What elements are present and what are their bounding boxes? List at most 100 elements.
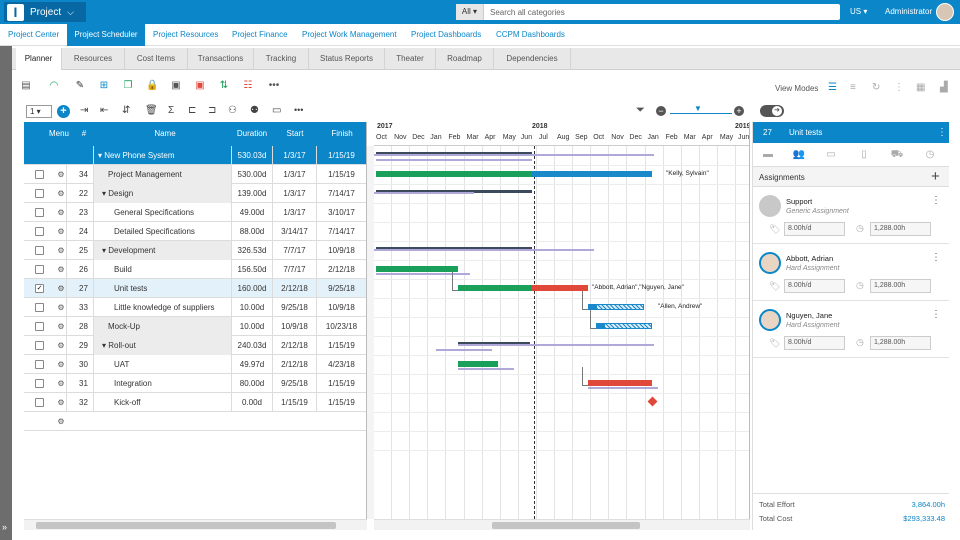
row-menu-gear-icon[interactable]: ⚙ [57,246,65,255]
cell-finish[interactable]: 1/15/19 [317,165,366,184]
table-row[interactable]: ⚙ 26 Build 156.50d 7/7/17 2/12/18 [24,260,366,279]
table-row[interactable]: ⚙ 23 General Specifications 49.00d 1/3/17 3/1… [24,203,366,222]
cell-duration[interactable]: 49.00d [232,203,273,222]
table-row[interactable]: ⚙ 28 Mock-Up 10.00d 10/9/18 10/23/18 [24,317,366,336]
user-avatar[interactable] [936,3,954,21]
cell-name[interactable]: ▾ Roll-out [94,336,232,355]
cell-start[interactable]: 1/15/19 [273,393,317,412]
user-menu[interactable]: Administrator [885,7,933,16]
work-field[interactable]: 1,288.00h [870,279,931,293]
cell-duration[interactable]: 160.00d [232,279,273,298]
milestone-diamond[interactable] [647,396,658,407]
row-menu-gear-icon[interactable]: ⚙ [57,284,65,293]
add-document-icon[interactable]: ▣ [171,80,181,91]
zoom-slider[interactable] [670,113,732,114]
cell-finish[interactable]: 4/23/18 [317,355,366,374]
cell-name[interactable]: UAT [94,355,232,374]
gantt-bar[interactable] [376,247,532,250]
gantt-bar[interactable] [376,152,532,155]
row-menu-gear-icon[interactable]: ⚙ [57,189,65,198]
cell-duration[interactable]: 88.00d [232,222,273,241]
cell-num[interactable]: 29 [74,336,94,355]
row-menu-gear-icon[interactable]: ⚙ [57,341,65,350]
table-row[interactable]: ⚙ 25 ▾ Development 326.53d 7/7/17 10/9/18 [24,241,366,260]
unlink-tasks-icon[interactable]: ⊐ [208,105,217,116]
gantt-bar[interactable] [588,304,596,310]
add-resource-icon[interactable]: ⚇ [228,105,237,116]
zoom-slider-handle[interactable]: ▼ [694,104,702,113]
cell-name[interactable]: ▾ Design [94,184,232,203]
assignment-menu-icon[interactable]: ⋮ [931,252,941,263]
gantt-horizontal-scrollbar[interactable] [374,519,750,530]
gantt-bar[interactable] [436,349,492,351]
table-row[interactable]: ⚙ 32 Kick-off 0.00d 1/15/19 1/15/19 [24,393,366,412]
row-checkbox[interactable] [35,303,44,312]
zoom-select[interactable]: 1 ▾ [26,105,52,118]
cell-finish[interactable]: 1/15/19 [317,393,366,412]
row-menu-gear-icon[interactable]: ⚙ [57,265,65,274]
cell-num[interactable]: 26 [74,260,94,279]
cell-start[interactable]: 1/3/17 [273,184,317,203]
row-checkbox[interactable] [35,227,44,236]
row-menu-gear-icon[interactable]: ⚙ [57,322,65,331]
cell-num[interactable]: 30 [74,355,94,374]
gantt-bar[interactable] [458,368,514,370]
cell-duration[interactable]: 49.97d [232,355,273,374]
nav-ccpm-dashboards[interactable]: CCPM Dashboards [496,30,565,39]
assignment-card[interactable]: Support Generic Assignment ⋮ 🏷 8.00h/d ◷ 1,288… [753,187,949,244]
history-tab-icon[interactable]: ◷ [925,149,935,160]
cell-name[interactable]: Project Management [94,165,232,184]
row-checkbox[interactable] [35,322,44,331]
delete-icon[interactable]: 🗑 [145,105,158,116]
cell-name[interactable]: Detailed Specifications [94,222,232,241]
cell-start[interactable]: 2/12/18 [273,355,317,374]
gantt-bar[interactable] [532,171,652,177]
cell-num[interactable]: 23 [74,203,94,222]
row-menu-gear-icon[interactable]: ⚙ [57,360,65,369]
cell-finish[interactable]: 1/15/19 [317,146,366,165]
cell-duration[interactable]: 80.00d [232,374,273,393]
delivery-tab-icon[interactable]: ⛟ [890,149,904,160]
search-filter-select[interactable]: All ▾ [456,4,484,20]
cell-num[interactable]: 24 [74,222,94,241]
remove-document-icon[interactable]: ▣ [195,80,205,91]
table-row[interactable]: ⚙ 33 Little knowledge of suppliers 10.00d 9/… [24,298,366,317]
cell-name[interactable]: ▾ New Phone System [94,146,232,165]
add-assignment-icon[interactable]: + [931,168,940,185]
tab-status-reports[interactable]: Status Reports [309,48,385,70]
scroll-thumb[interactable] [492,522,640,529]
chart-view-icon[interactable]: ▟ [940,82,948,93]
row-checkbox[interactable] [35,170,44,179]
cell-name[interactable]: General Specifications [94,203,232,222]
cell-duration[interactable]: 530.03d [232,146,273,165]
nav-project-work-management[interactable]: Project Work Management [302,30,397,39]
gantt-bar[interactable] [376,171,532,177]
tab-tracking[interactable]: Tracking [254,48,309,70]
cell-duration[interactable]: 240.03d [232,336,273,355]
locale-select[interactable]: US ▾ [850,7,868,16]
cell-finish[interactable]: 1/15/19 [317,336,366,355]
rss-icon[interactable]: ◠ [49,80,59,91]
cell-start[interactable]: 9/25/18 [273,298,317,317]
cell-start[interactable]: 1/3/17 [273,146,317,165]
row-checkbox[interactable] [35,398,44,407]
search-input[interactable]: Search all categories [490,7,565,17]
cell-finish[interactable]: 10/9/18 [317,241,366,260]
gantt-bar[interactable] [588,380,652,386]
table-row[interactable]: ⚙ 31 Integration 80.00d 9/25/18 1/15/19 [24,374,366,393]
row-menu-gear-icon[interactable]: ⚙ [57,208,65,217]
indent-icon[interactable]: ⇥ [80,105,89,116]
panel-toggle[interactable]: ➜ [760,105,784,117]
sync-icon[interactable]: ↻ [872,82,881,93]
row-checkbox[interactable]: ✓ [35,284,44,293]
more-actions-icon[interactable]: ••• [294,105,304,115]
tab-roadmap[interactable]: Roadmap [436,48,494,70]
row-checkbox[interactable] [35,246,44,255]
table-row[interactable]: ⚙ 29 ▾ Roll-out 240.03d 2/12/18 1/15/19 [24,336,366,355]
row-menu-gear-icon[interactable]: ⚙ [57,417,65,426]
tab-transactions[interactable]: Transactions [188,48,254,70]
work-field[interactable]: 1,288.00h [870,222,931,236]
cell-num[interactable] [74,146,94,165]
cell-name[interactable]: ▾ Development [94,241,232,260]
gantt-bar[interactable] [532,285,588,291]
